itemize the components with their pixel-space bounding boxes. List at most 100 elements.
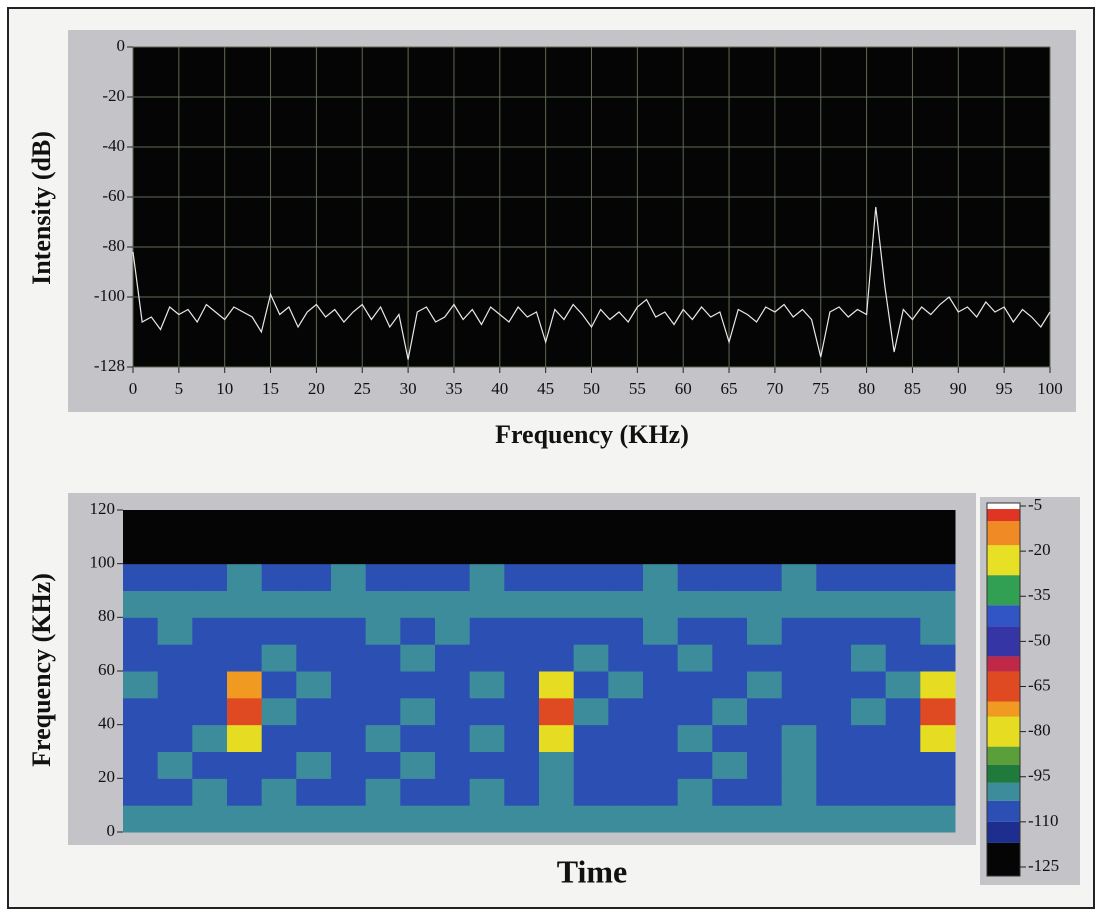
heat-cell [435, 671, 470, 698]
heat-cell [296, 671, 331, 698]
heat-cell [227, 698, 262, 725]
heat-cell [366, 671, 401, 698]
heat-cell [366, 725, 401, 752]
heat-cell [227, 725, 262, 752]
heat-cell [296, 617, 331, 644]
colorbar-tick-label: -65 [1028, 675, 1051, 694]
heat-cell [643, 805, 678, 832]
heat-cell [920, 564, 955, 591]
heat-cell [504, 698, 539, 725]
heat-cell [574, 564, 609, 591]
heat-cell [920, 537, 955, 564]
heat-cell [227, 644, 262, 671]
heat-cell [435, 725, 470, 752]
heat-cell [816, 537, 851, 564]
heat-cell [470, 510, 505, 537]
heat-cell [539, 617, 574, 644]
heat-cell [262, 617, 297, 644]
heat-cell [192, 537, 227, 564]
heat-cell [851, 725, 886, 752]
heat-cell [366, 564, 401, 591]
x-tick-label: 60 [675, 379, 692, 398]
heat-cell [574, 537, 609, 564]
heat-cell [643, 510, 678, 537]
heat-cell [192, 805, 227, 832]
heat-cell [747, 564, 782, 591]
y-tick-label: -20 [102, 86, 125, 105]
heat-cell [712, 725, 747, 752]
heat-cell [851, 537, 886, 564]
colorbar-tick-label: -50 [1028, 630, 1051, 649]
heat-cell [747, 510, 782, 537]
heat-cell [435, 510, 470, 537]
y-axis-label: Frequency (KHz) [27, 573, 56, 767]
heat-cell [435, 564, 470, 591]
heat-cell [539, 805, 574, 832]
heat-cell [366, 778, 401, 805]
heat-cell [712, 591, 747, 618]
heat-cell [331, 752, 366, 779]
heat-cell [574, 778, 609, 805]
heat-cell [331, 537, 366, 564]
heat-cell [158, 778, 193, 805]
heat-cell [123, 644, 158, 671]
heat-cell [504, 644, 539, 671]
heat-cell [678, 778, 713, 805]
x-tick-label: 95 [996, 379, 1013, 398]
x-tick-label: 75 [812, 379, 829, 398]
heat-cell [227, 778, 262, 805]
y-tick-label: -40 [102, 136, 125, 155]
heat-cell [331, 644, 366, 671]
x-tick-label: 65 [721, 379, 738, 398]
heat-cell [158, 537, 193, 564]
x-tick-label: 100 [1037, 379, 1063, 398]
heat-cell [158, 752, 193, 779]
heat-cell [643, 725, 678, 752]
heat-cell [747, 698, 782, 725]
heat-cell [816, 805, 851, 832]
heat-cell [123, 510, 158, 537]
heat-cell [123, 591, 158, 618]
heat-cell [574, 671, 609, 698]
heat-cell [331, 698, 366, 725]
x-tick-label: 15 [262, 379, 279, 398]
heat-cell [192, 617, 227, 644]
heat-cell [712, 617, 747, 644]
heat-cell [678, 591, 713, 618]
heat-cell [262, 644, 297, 671]
x-tick-label: 30 [400, 379, 417, 398]
heat-cell [331, 564, 366, 591]
heat-cell [574, 752, 609, 779]
heat-cell [158, 564, 193, 591]
y-axis-label: Intensity (dB) [27, 131, 56, 285]
heat-cell [227, 617, 262, 644]
heat-cell [920, 805, 955, 832]
heat-cell [816, 671, 851, 698]
heat-cell [366, 510, 401, 537]
heat-cell [608, 644, 643, 671]
heat-cell [920, 644, 955, 671]
heat-cell [400, 644, 435, 671]
colorbar-tick-label: -110 [1028, 811, 1059, 830]
heat-cell [262, 752, 297, 779]
heat-cell [262, 591, 297, 618]
heat-cell [435, 537, 470, 564]
heat-cell [712, 698, 747, 725]
heat-cell [712, 778, 747, 805]
colorbar-tick-label: -5 [1028, 495, 1042, 514]
heat-cell [851, 510, 886, 537]
heat-cell [504, 564, 539, 591]
heat-cell [608, 752, 643, 779]
heat-cell [886, 537, 921, 564]
heat-cell [851, 805, 886, 832]
heat-cell [262, 805, 297, 832]
heat-cell [227, 591, 262, 618]
heat-cell [643, 591, 678, 618]
heat-cell [123, 725, 158, 752]
heat-cell [678, 752, 713, 779]
heat-cell [678, 564, 713, 591]
heat-cell [192, 591, 227, 618]
heat-cell [296, 510, 331, 537]
heat-cell [296, 778, 331, 805]
heat-cell [574, 617, 609, 644]
